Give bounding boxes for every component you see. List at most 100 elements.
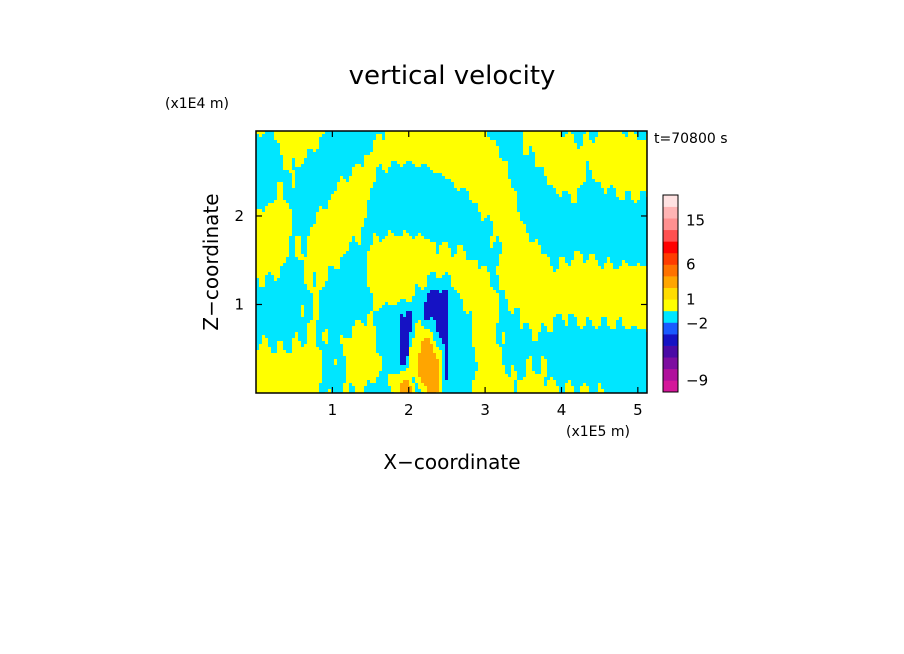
plot-area	[256, 131, 647, 393]
field-cell	[454, 203, 458, 207]
field-cell	[292, 191, 296, 195]
field-cell	[547, 176, 551, 180]
field-cell	[562, 176, 566, 180]
field-cell	[574, 215, 578, 219]
field-cell	[532, 185, 536, 189]
field-cell	[637, 224, 641, 228]
field-cell	[265, 218, 269, 222]
field-cell	[340, 197, 344, 201]
field-cell	[541, 152, 545, 156]
field-cell	[415, 176, 419, 180]
field-cell	[292, 212, 296, 216]
field-cell	[511, 197, 515, 201]
field-cell	[622, 215, 626, 219]
field-cell	[442, 134, 446, 138]
field-cell	[298, 161, 302, 165]
field-cell	[262, 227, 266, 231]
field-cell	[367, 230, 371, 234]
field-cell	[436, 203, 440, 207]
field-cell	[349, 140, 353, 144]
field-cell	[277, 146, 281, 150]
field-cell	[256, 212, 260, 216]
field-cell	[565, 170, 569, 174]
field-cell	[526, 209, 530, 213]
field-cell	[424, 164, 428, 168]
field-cell	[430, 209, 434, 213]
field-cell	[358, 206, 362, 210]
field-cell	[424, 242, 428, 246]
field-cell	[613, 131, 617, 135]
field-cell	[511, 203, 515, 207]
field-cell	[556, 182, 560, 186]
field-cell	[571, 164, 575, 168]
field-cell	[634, 209, 638, 213]
field-cell	[502, 155, 506, 159]
field-cell	[406, 170, 410, 174]
field-cell	[601, 170, 605, 174]
field-cell	[523, 203, 527, 207]
field-cell	[349, 233, 353, 237]
field-cell	[358, 146, 362, 150]
field-cell	[586, 236, 590, 240]
field-cell	[295, 131, 299, 135]
field-cell	[394, 188, 398, 192]
field-cell	[310, 173, 314, 177]
field-cell	[559, 149, 563, 153]
field-cell	[565, 200, 569, 204]
field-cell	[484, 203, 488, 207]
field-cell	[613, 143, 617, 147]
field-cell	[559, 182, 563, 186]
field-cell	[274, 194, 278, 198]
field-cell	[460, 215, 464, 219]
field-cell	[304, 233, 308, 237]
field-cell	[310, 233, 314, 237]
field-cell	[331, 209, 335, 213]
field-cell	[325, 215, 329, 219]
field-cell	[556, 209, 560, 213]
field-cell	[586, 200, 590, 204]
field-cell	[370, 194, 374, 198]
field-cell	[463, 236, 467, 240]
field-cell	[439, 179, 443, 183]
field-cell	[643, 134, 647, 138]
field-cell	[355, 209, 359, 213]
field-cell	[361, 218, 365, 222]
field-cell	[511, 191, 515, 195]
field-cell	[448, 146, 452, 150]
field-cell	[295, 224, 299, 228]
field-cell	[283, 158, 287, 162]
field-cell	[307, 188, 311, 192]
field-cell	[628, 131, 632, 135]
field-cell	[538, 200, 542, 204]
field-cell	[295, 227, 299, 231]
field-cell	[304, 161, 308, 165]
field-cell	[337, 191, 341, 195]
field-cell	[511, 176, 515, 180]
field-cell	[352, 233, 356, 237]
field-cell	[376, 239, 380, 243]
field-cell	[409, 218, 413, 222]
field-cell	[394, 218, 398, 222]
field-cell	[391, 164, 395, 168]
field-cell	[370, 161, 374, 165]
field-cell	[508, 218, 512, 222]
field-cell	[427, 161, 431, 165]
field-cell	[454, 188, 458, 192]
field-cell	[487, 137, 491, 141]
field-cell	[445, 236, 449, 240]
field-cell	[370, 152, 374, 156]
field-cell	[631, 212, 635, 216]
field-cell	[400, 137, 404, 141]
field-cell	[457, 239, 461, 243]
field-cell	[622, 143, 626, 147]
field-cell	[526, 137, 530, 141]
field-cell	[586, 239, 590, 243]
field-cell	[364, 188, 368, 192]
field-cell	[385, 239, 389, 243]
field-cell	[301, 233, 305, 237]
field-cell	[268, 179, 272, 183]
field-cell	[499, 161, 503, 165]
field-cell	[577, 164, 581, 168]
field-cell	[631, 227, 635, 231]
field-cell	[280, 131, 284, 135]
